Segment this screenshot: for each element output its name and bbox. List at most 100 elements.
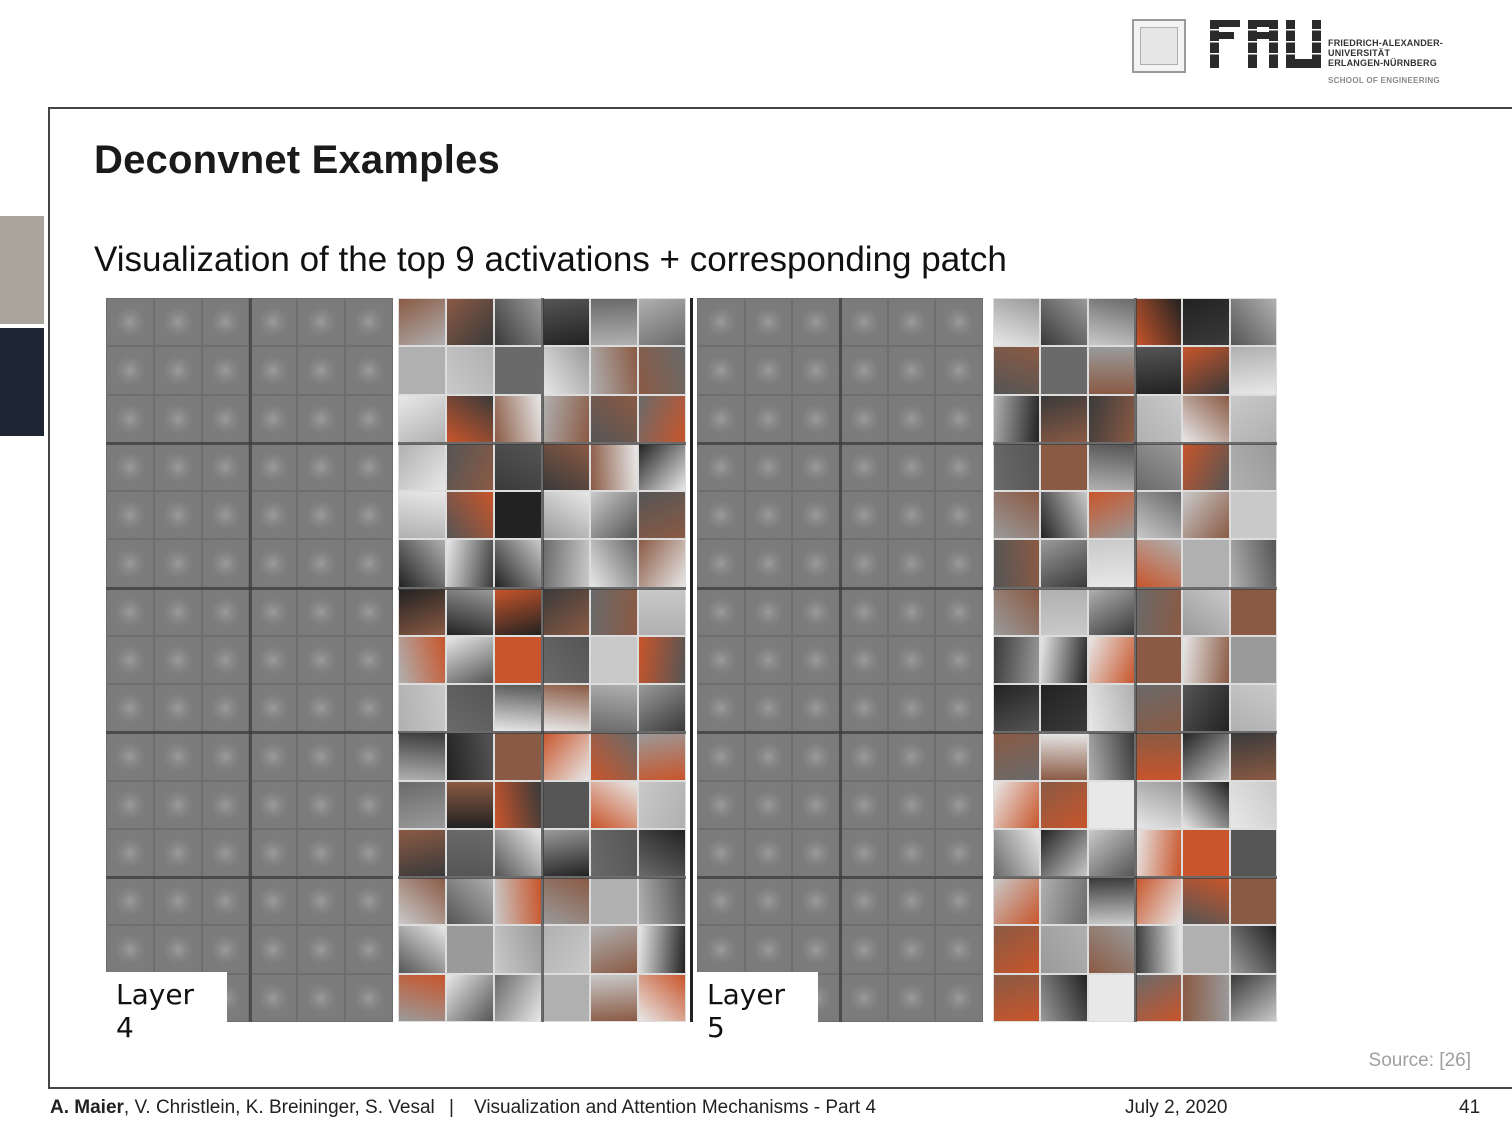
grid-tile xyxy=(201,491,250,540)
grid-tile xyxy=(1134,973,1183,1022)
grid-tile xyxy=(1040,635,1088,685)
grid-tile xyxy=(1087,298,1135,347)
grid-tile xyxy=(1087,684,1135,733)
grid-tile xyxy=(792,346,840,395)
grid-tile xyxy=(638,780,686,829)
grid-tile xyxy=(345,394,393,443)
grid-tile xyxy=(1182,491,1230,540)
grid-tile xyxy=(398,298,446,347)
grid-tile xyxy=(1229,346,1277,395)
grid-tile xyxy=(446,925,494,974)
grid-tile xyxy=(153,442,202,492)
grid-tile xyxy=(638,298,686,347)
layer-divider xyxy=(690,298,693,1022)
grid-tile xyxy=(993,780,1041,829)
grid-tile xyxy=(153,394,202,443)
image-grid xyxy=(993,298,1277,1022)
grid-tile xyxy=(398,732,446,781)
grid-tile xyxy=(106,442,154,492)
grid-tile xyxy=(153,925,202,974)
group-divider xyxy=(106,586,393,590)
grid-tile xyxy=(494,346,542,395)
grid-tile xyxy=(935,635,983,685)
group-divider xyxy=(993,731,1277,735)
grid-tile xyxy=(1040,925,1088,974)
grid-tile xyxy=(1087,780,1135,829)
grid-tile xyxy=(1087,539,1135,588)
grid-tile xyxy=(446,587,494,636)
grid-tile xyxy=(446,539,494,588)
grid-tile xyxy=(590,684,638,733)
grid-tile xyxy=(446,732,494,781)
grid-tile xyxy=(792,491,840,540)
grid-tile xyxy=(887,539,936,588)
grid-tile xyxy=(297,346,346,395)
grid-tile xyxy=(1229,684,1277,733)
layer4-patch-grid xyxy=(398,298,686,1022)
grid-tile xyxy=(887,346,936,395)
grid-tile xyxy=(744,491,793,540)
university-name: FRIEDRICH-ALEXANDER- UNIVERSITÄT ERLANGE… xyxy=(1328,38,1443,68)
grid-tile xyxy=(542,442,590,492)
grid-tile xyxy=(106,539,154,588)
grid-tile xyxy=(935,877,983,926)
grid-tile xyxy=(345,877,393,926)
grid-tile xyxy=(446,298,494,347)
grid-tile xyxy=(398,635,446,685)
source-citation: Source: [26] xyxy=(1368,1050,1471,1071)
grid-tile xyxy=(993,442,1041,492)
grid-tile xyxy=(1134,346,1183,395)
grid-tile xyxy=(494,442,542,492)
layer4-deconv-grid xyxy=(106,298,393,1022)
grid-tile xyxy=(1087,491,1135,540)
grid-tile xyxy=(106,877,154,926)
grid-tile xyxy=(744,346,793,395)
grid-tile xyxy=(201,394,250,443)
grid-tile xyxy=(840,298,888,347)
grid-tile xyxy=(297,298,346,347)
grid-tile xyxy=(542,394,590,443)
group-divider xyxy=(398,731,686,735)
grid-tile xyxy=(1134,491,1183,540)
grid-tile xyxy=(590,780,638,829)
grid-tile xyxy=(201,877,250,926)
grid-tile xyxy=(638,877,686,926)
grid-tile xyxy=(638,346,686,395)
grid-tile xyxy=(935,491,983,540)
grid-tile xyxy=(1087,587,1135,636)
grid-tile xyxy=(590,346,638,395)
grid-tile xyxy=(697,442,745,492)
grid-tile xyxy=(542,298,590,347)
grid-tile xyxy=(1229,587,1277,636)
grid-tile xyxy=(590,394,638,443)
grid-tile xyxy=(249,780,298,829)
grid-tile xyxy=(744,684,793,733)
grid-tile xyxy=(840,442,888,492)
grid-tile xyxy=(1040,587,1088,636)
grid-tile xyxy=(446,877,494,926)
grid-tile xyxy=(446,394,494,443)
grid-tile xyxy=(1087,394,1135,443)
grid-tile xyxy=(638,684,686,733)
grid-tile xyxy=(1182,732,1230,781)
grid-tile xyxy=(590,587,638,636)
grid-tile xyxy=(1134,925,1183,974)
layer5-label: Layer 5 xyxy=(697,972,818,1044)
grid-tile xyxy=(542,539,590,588)
grid-tile xyxy=(993,587,1041,636)
grid-tile xyxy=(840,925,888,974)
grid-tile xyxy=(446,780,494,829)
grid-tile xyxy=(494,539,542,588)
sidebar-accent-dark xyxy=(0,328,44,436)
grid-tile xyxy=(1182,298,1230,347)
group-divider xyxy=(398,876,686,880)
grid-tile xyxy=(638,491,686,540)
layer4-label: Layer 4 xyxy=(106,972,227,1044)
grid-tile xyxy=(153,780,202,829)
grid-tile xyxy=(697,780,745,829)
group-divider xyxy=(993,441,1277,445)
grid-tile xyxy=(1229,442,1277,492)
grid-tile xyxy=(744,732,793,781)
grid-tile xyxy=(297,877,346,926)
grid-tile xyxy=(106,780,154,829)
